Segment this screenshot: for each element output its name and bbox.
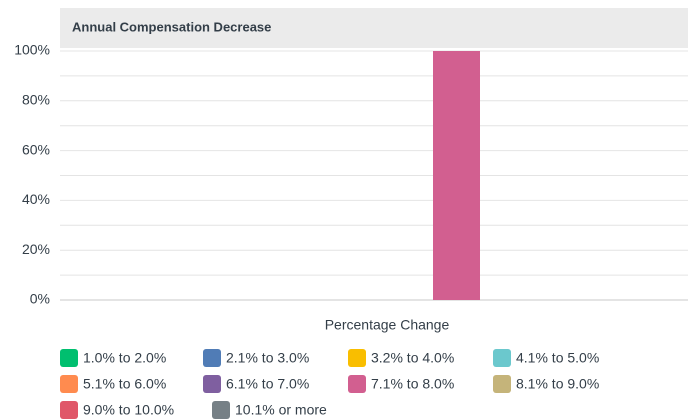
legend-swatch [212, 401, 230, 419]
y-tick-label: 80% [22, 92, 50, 108]
y-tick-label: 100% [14, 42, 50, 58]
legend-label: 8.1% to 9.0% [516, 376, 599, 392]
y-tick-label: 40% [22, 191, 50, 207]
category-label: Annual Compensation Decrease [72, 19, 271, 34]
y-tick-label: 60% [22, 141, 50, 157]
legend-label: 2.1% to 3.0% [226, 350, 309, 366]
legend-label: 5.1% to 6.0% [83, 376, 166, 392]
legend-swatch [203, 349, 221, 367]
legend-label: 3.2% to 4.0% [371, 350, 454, 366]
legend-label: 1.0% to 2.0% [83, 350, 166, 366]
legend-swatch [348, 375, 366, 393]
legend-label: 10.1% or more [235, 402, 327, 418]
x-axis-label: Percentage Change [325, 317, 450, 333]
y-tick-label: 0% [30, 291, 50, 307]
bar [433, 51, 480, 300]
category-header-band [60, 8, 688, 48]
legend-swatch [203, 375, 221, 393]
legend-swatch [60, 375, 78, 393]
legend-swatch [493, 375, 511, 393]
legend-swatch [60, 349, 78, 367]
legend-label: 4.1% to 5.0% [516, 350, 599, 366]
legend-label: 9.0% to 10.0% [83, 402, 174, 418]
y-tick-label: 20% [22, 241, 50, 257]
legend-swatch [493, 349, 511, 367]
legend-swatch [348, 349, 366, 367]
legend-label: 6.1% to 7.0% [226, 376, 309, 392]
legend-label: 7.1% to 8.0% [371, 376, 454, 392]
legend-swatch [60, 401, 78, 419]
